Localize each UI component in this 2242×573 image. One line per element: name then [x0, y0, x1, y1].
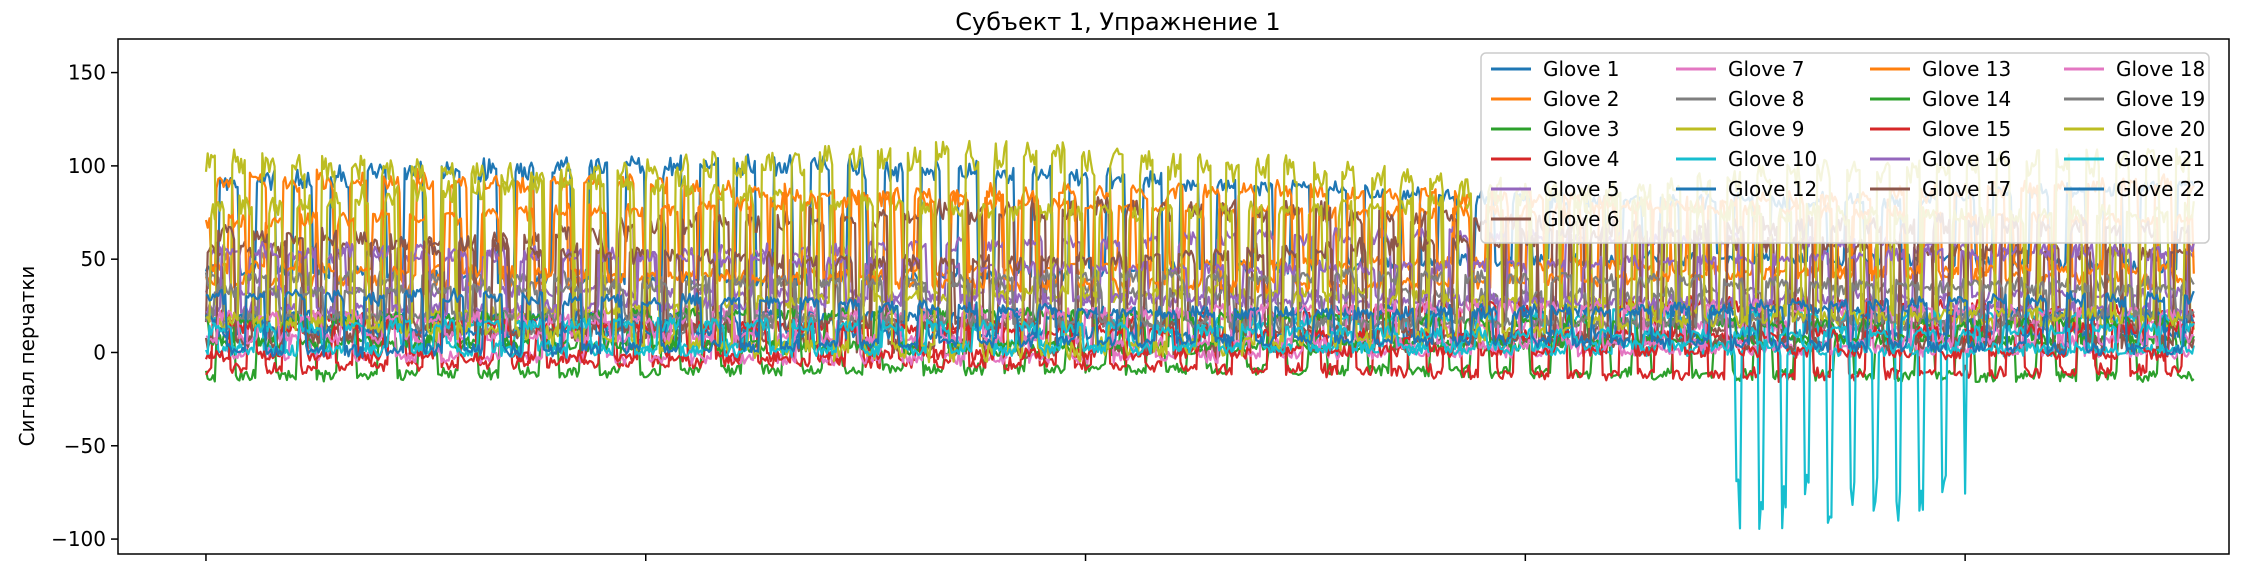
legend-label: Glove 1: [1543, 57, 1620, 81]
legend-label: Glove 15: [1922, 117, 2011, 141]
legend-label: Glove 3: [1543, 117, 1620, 141]
series-line-glove-19: [204, 266, 2195, 332]
legend-label: Glove 22: [2116, 177, 2205, 201]
legend-item: Glove 12: [1676, 177, 1817, 201]
chart-title: Субъект 1, Упражнение 1: [955, 8, 1280, 36]
legend-item: Glove 20: [2064, 117, 2205, 141]
legend: Glove 1 Glove 2 Glove 3 Glove 4 Glove 5 Glove…: [1480, 52, 2210, 244]
series-line-glove-20: [205, 139, 2195, 364]
legend-item: Glove 22: [2064, 177, 2205, 201]
legend-label: Glove 13: [1922, 57, 2011, 81]
legend-label: Glove 9: [1728, 117, 1805, 141]
legend-label: Glove 2: [1543, 87, 1620, 111]
legend-label: Glove 21: [2116, 147, 2205, 171]
legend-item: Glove 4: [1491, 147, 1620, 171]
legend-item: Glove 3: [1491, 117, 1620, 141]
legend-item: Glove 18: [2064, 57, 2205, 81]
legend-label: Glove 14: [1922, 87, 2011, 111]
legend-label: Glove 8: [1728, 87, 1805, 111]
y-axis-ticks: −100 −50 0 50 100 150: [51, 61, 118, 551]
y-tick-label: 100: [68, 154, 106, 178]
plot-frame: [117, 38, 2230, 555]
legend-item: Glove 5: [1491, 177, 1620, 201]
series-line-glove-16: [205, 240, 2195, 317]
legend-item: Glove 9: [1676, 117, 1805, 141]
legend-item: Glove 19: [2064, 87, 2205, 111]
legend-label: Glove 4: [1543, 147, 1620, 171]
legend-item: Glove 7: [1676, 57, 1805, 81]
legend-item: Glove 14: [1870, 87, 2011, 111]
legend-label: Glove 19: [2116, 87, 2205, 111]
series-line-glove-22: [205, 287, 2195, 359]
legend-label: Glove 6: [1543, 207, 1620, 231]
series-layer: [204, 139, 2195, 531]
x-axis-ticks: [205, 554, 1966, 561]
legend-label: Glove 20: [2116, 117, 2205, 141]
legend-label: Glove 10: [1728, 147, 1817, 171]
legend-label: Glove 5: [1543, 177, 1620, 201]
legend-label: Glove 18: [2116, 57, 2205, 81]
series-line-glove-18: [205, 298, 2195, 352]
legend-item: Glove 17: [1870, 177, 2011, 201]
y-tick-label: 150: [68, 61, 106, 85]
legend-item: Glove 21: [2064, 147, 2205, 171]
legend-item: Glove 16: [1870, 147, 2011, 171]
legend-label: Glove 17: [1922, 177, 2011, 201]
legend-item: Glove 6: [1491, 207, 1620, 231]
legend-item: Glove 2: [1491, 87, 1620, 111]
y-tick-label: 50: [81, 247, 106, 271]
legend-label: Glove 7: [1728, 57, 1805, 81]
legend-item: Glove 8: [1676, 87, 1805, 111]
legend-item: Glove 1: [1491, 57, 1620, 81]
legend-item: Glove 15: [1870, 117, 2011, 141]
y-axis-label: Сигнал перчатки: [15, 266, 39, 447]
legend-box: [1480, 52, 2210, 244]
y-tick-label: 0: [93, 340, 106, 364]
legend-item: Glove 10: [1676, 147, 1817, 171]
y-tick-label: −100: [51, 527, 106, 551]
y-tick-label: −50: [64, 434, 106, 458]
legend-item: Glove 13: [1870, 57, 2011, 81]
legend-label: Glove 12: [1728, 177, 1817, 201]
legend-label: Glove 16: [1922, 147, 2011, 171]
